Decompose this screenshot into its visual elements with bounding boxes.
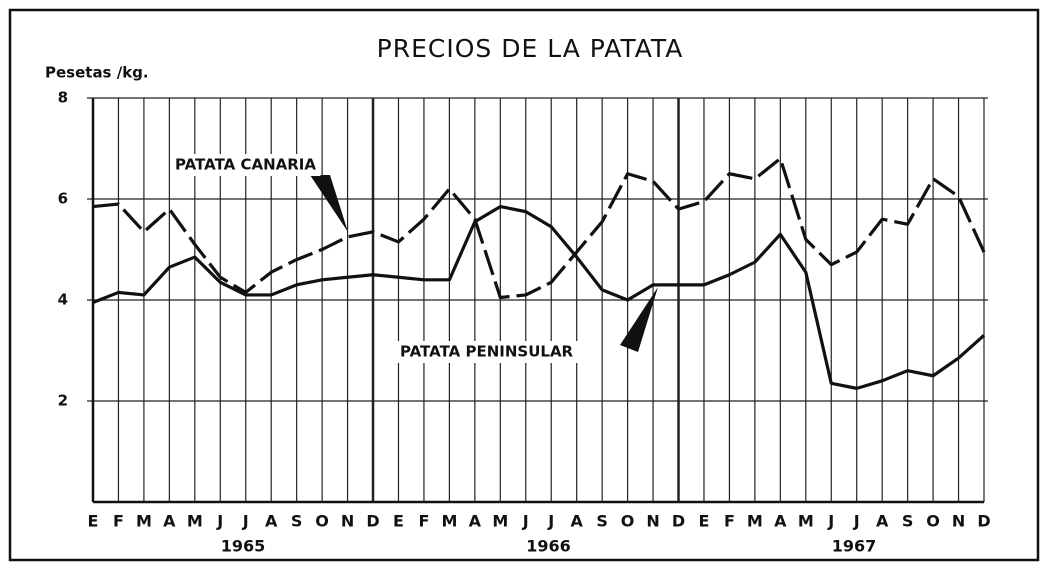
x-tick-label: M bbox=[187, 512, 203, 531]
x-tick-label: J bbox=[216, 512, 223, 531]
legend-label: PATATA CANARIA bbox=[175, 156, 316, 174]
x-tick-label: A bbox=[163, 512, 176, 531]
x-tick-label: D bbox=[672, 512, 685, 531]
series-line bbox=[92, 157, 986, 300]
x-tick-label: S bbox=[291, 512, 303, 531]
year-label: 1967 bbox=[832, 537, 877, 556]
x-tick-label: A bbox=[469, 512, 482, 531]
annotation-pointer bbox=[620, 287, 658, 352]
x-tick-label: F bbox=[113, 512, 124, 531]
y-axis-label: Pesetas /kg. bbox=[45, 64, 149, 82]
annotation-bg bbox=[396, 341, 578, 363]
x-tick-label: A bbox=[774, 512, 787, 531]
x-tick-label: E bbox=[393, 512, 404, 531]
x-tick-label: A bbox=[265, 512, 278, 531]
chart-title: PRECIOS DE LA PATATA bbox=[377, 34, 684, 63]
year-label: 1965 bbox=[221, 537, 266, 556]
legend-label: PATATA PENINSULAR bbox=[400, 343, 574, 361]
x-tick-label: A bbox=[570, 512, 583, 531]
x-tick-label: N bbox=[952, 512, 965, 531]
x-tick-label: E bbox=[88, 512, 99, 531]
x-tick-label: O bbox=[315, 512, 329, 531]
annotation-pointer bbox=[310, 175, 348, 232]
x-tick-label: J bbox=[547, 512, 554, 531]
x-tick-label: J bbox=[827, 512, 834, 531]
year-label: 1966 bbox=[526, 537, 571, 556]
x-tick-label: F bbox=[724, 512, 735, 531]
x-tick-label: M bbox=[441, 512, 457, 531]
series-line bbox=[92, 204, 986, 390]
x-tick-label: J bbox=[522, 512, 529, 531]
x-tick-label: O bbox=[926, 512, 940, 531]
x-tick-label: M bbox=[747, 512, 763, 531]
x-tick-label: F bbox=[418, 512, 429, 531]
x-tick-label: J bbox=[853, 512, 860, 531]
x-tick-label: S bbox=[596, 512, 608, 531]
y-tick-label: 6 bbox=[58, 190, 68, 208]
x-tick-label: A bbox=[876, 512, 889, 531]
x-tick-label: D bbox=[977, 512, 990, 531]
x-tick-label: D bbox=[366, 512, 379, 531]
x-tick-label: M bbox=[136, 512, 152, 531]
x-tick-label: S bbox=[902, 512, 914, 531]
x-tick-label: J bbox=[242, 512, 249, 531]
annotation-bg bbox=[171, 154, 321, 176]
x-tick-label: E bbox=[699, 512, 710, 531]
x-tick-label: O bbox=[621, 512, 635, 531]
frame bbox=[8, 8, 1040, 562]
x-tick-label: N bbox=[341, 512, 354, 531]
x-tick-label: M bbox=[798, 512, 814, 531]
y-tick-label: 2 bbox=[58, 392, 68, 410]
x-tick-label: M bbox=[492, 512, 508, 531]
y-tick-label: 4 bbox=[58, 291, 68, 309]
y-tick-label: 8 bbox=[58, 89, 68, 107]
x-tick-label: N bbox=[646, 512, 659, 531]
